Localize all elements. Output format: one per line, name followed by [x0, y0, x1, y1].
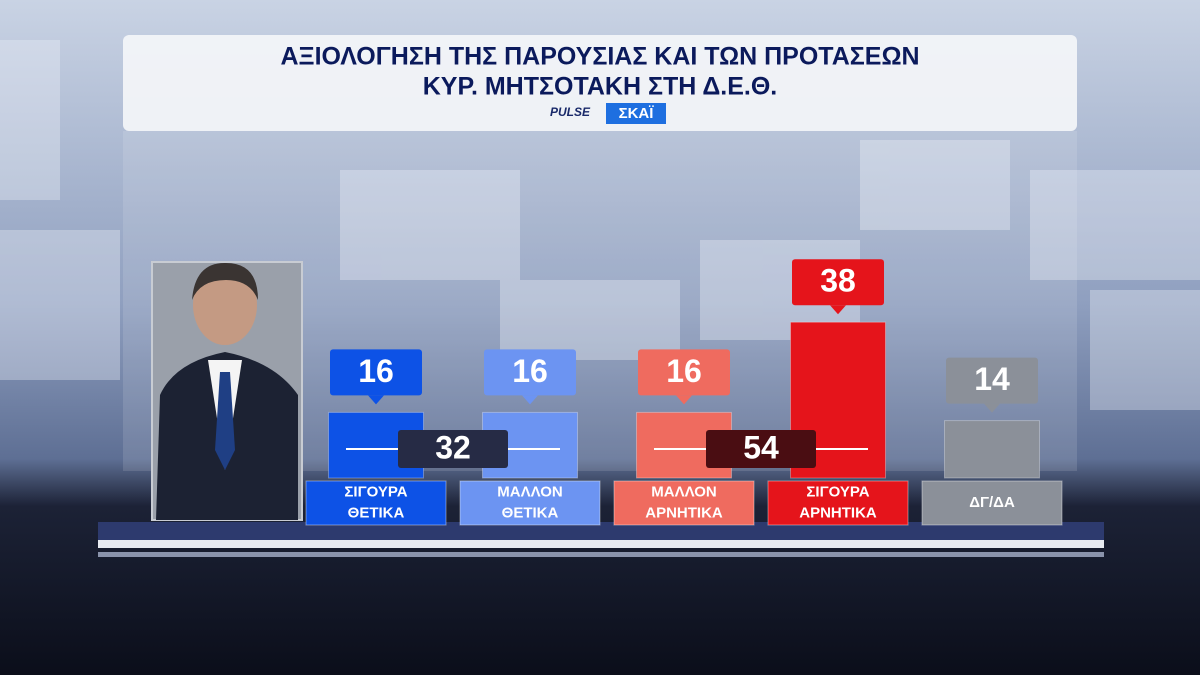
- total-label: 32: [435, 429, 471, 465]
- chart-title: ΚΥΡ. ΜΗΤΣΟΤΑΚΗ ΣΤΗ Δ.Ε.Θ.: [423, 73, 778, 101]
- background-blocks: [0, 40, 1200, 410]
- category-box: [459, 480, 601, 526]
- value-label-pointer: [368, 395, 384, 405]
- value-label-box: [484, 349, 576, 396]
- category-label: ΜΑΛΛΟΝ: [651, 483, 716, 500]
- value-label-box: [638, 349, 730, 396]
- bar: [944, 420, 1040, 479]
- category-label: ΣΙΓΟΥΡΑ: [806, 483, 869, 500]
- value-label: 16: [666, 353, 702, 389]
- category-label: ΔΓ/ΔΑ: [969, 494, 1015, 511]
- category-label: ΘΕΤΙΚΑ: [348, 504, 405, 521]
- category-box: [305, 480, 447, 526]
- value-label-box: [330, 349, 422, 396]
- value-label-box: [946, 357, 1038, 404]
- total-box: [706, 430, 816, 468]
- value-label: 38: [820, 263, 856, 299]
- category-box: [613, 480, 755, 526]
- value-label: 14: [974, 361, 1010, 397]
- category-box: [767, 480, 909, 526]
- base-platform: [98, 522, 1104, 540]
- chart-title: ΑΞΙΟΛΟΓΗΣΗ ΤΗΣ ΠΑΡΟΥΣΙΑΣ ΚΑΙ ΤΩΝ ΠΡΟΤΑΣΕ…: [280, 43, 919, 71]
- logo-box: [606, 103, 666, 124]
- base-edge: [98, 552, 1104, 557]
- category-label: ΜΑΛΛΟΝ: [497, 483, 562, 500]
- total-box: [398, 430, 508, 468]
- category-label: ΘΕΤΙΚΑ: [502, 504, 559, 521]
- value-label-box: [792, 259, 884, 306]
- value-label-pointer: [830, 305, 846, 315]
- category-label: ΑΡΝΗΤΙΚΑ: [799, 504, 877, 521]
- title-panel: [123, 35, 1077, 131]
- category-label: ΣΙΓΟΥΡΑ: [344, 483, 407, 500]
- total-label: 54: [743, 429, 779, 465]
- value-label-pointer: [984, 403, 1000, 413]
- value-label-pointer: [676, 395, 692, 405]
- value-label: 16: [512, 353, 548, 389]
- logo-skai: ΣΚΑΪ: [619, 105, 655, 122]
- category-label: ΑΡΝΗΤΙΚΑ: [645, 504, 723, 521]
- portrait: [151, 261, 303, 521]
- value-label: 16: [358, 353, 394, 389]
- value-label-pointer: [522, 395, 538, 405]
- base-edge: [98, 540, 1104, 548]
- category-box: [921, 480, 1063, 526]
- logo-pulse: PULSE: [550, 105, 591, 119]
